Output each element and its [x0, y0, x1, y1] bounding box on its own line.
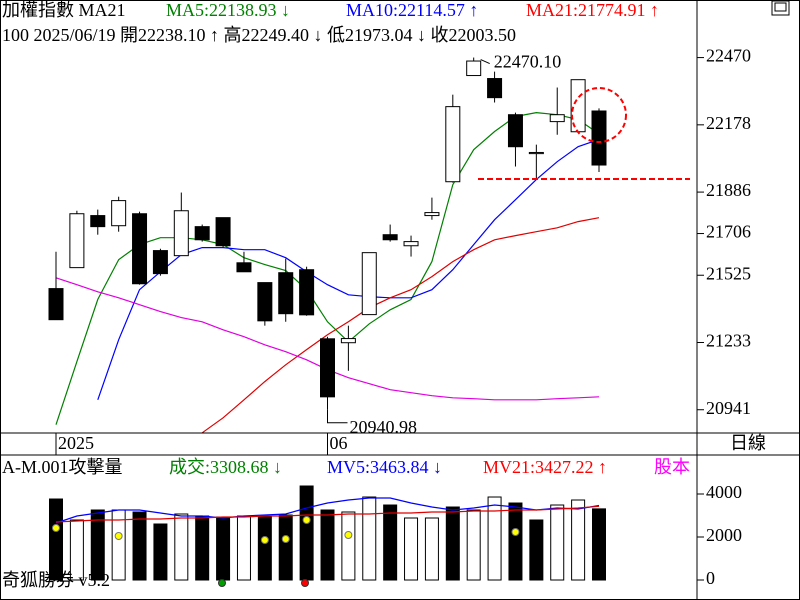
candle-body — [132, 213, 148, 285]
indicator-dot — [114, 531, 123, 540]
line — [201, 217, 600, 434]
legend-item: 加權指數 MA21 — [2, 0, 126, 20]
x-tick-label: 2025 — [58, 433, 94, 453]
volume-bar — [592, 508, 606, 581]
y-tick-label: 21525 — [706, 263, 751, 283]
annotation: 22470.10 — [494, 52, 562, 72]
y-tick-label: 22470 — [706, 46, 751, 66]
signal-dot — [301, 579, 309, 587]
volume-bar — [341, 511, 356, 581]
y-tick-label: 0 — [706, 568, 715, 588]
line — [55, 497, 600, 524]
candle-body — [424, 212, 440, 217]
volume-bar — [174, 513, 189, 581]
candle-body — [69, 213, 85, 269]
candle-body — [466, 60, 482, 77]
volume-bar — [466, 509, 481, 581]
line — [55, 505, 600, 523]
candle-body — [528, 151, 544, 155]
legend-item: MA21:21774.91 ↑ — [526, 0, 659, 20]
y-tick-label: 20941 — [706, 398, 751, 418]
y-tick-label: 4000 — [706, 482, 742, 502]
indicator-dot — [511, 527, 520, 536]
candle-body — [361, 252, 377, 316]
volume-bar — [90, 509, 105, 581]
signal-dot — [218, 579, 226, 587]
candle-body — [299, 269, 315, 316]
candle-body — [215, 217, 231, 247]
volume-bar — [571, 499, 586, 581]
volume-bar — [550, 504, 565, 581]
volume-bar — [487, 496, 502, 581]
volume-bar — [383, 504, 398, 581]
volume-bar — [424, 517, 439, 581]
subtitle: 100 2025/06/19 開22238.10 ↑ 高22249.40 ↓ 低… — [2, 25, 516, 45]
volume-bar — [320, 509, 335, 581]
period-label: 日線 — [730, 433, 766, 453]
legend-item: 股本 — [654, 457, 690, 477]
legend-item: A-M.001攻擊量 — [2, 457, 123, 477]
y-tick-label: 21886 — [706, 180, 751, 200]
volume-bar — [299, 485, 314, 581]
indicator-dot — [344, 531, 353, 540]
candle-body — [320, 338, 335, 398]
volume-bar — [529, 519, 544, 581]
indicator-dot — [302, 515, 311, 524]
footer: 奇狐勝券 v5.2 — [2, 570, 110, 590]
volume-bar — [257, 516, 272, 581]
candle-body — [257, 282, 273, 322]
volume-bar — [132, 511, 147, 581]
candle-body — [340, 338, 356, 344]
legend-item: MA5:22138.93 ↓ — [166, 0, 290, 20]
candle-body — [445, 106, 461, 183]
candle-body — [152, 250, 168, 275]
volume-bar — [236, 515, 251, 581]
volume-bar — [69, 519, 84, 581]
volume-bar — [153, 523, 168, 581]
candle-body — [173, 210, 189, 257]
highlight-circle — [571, 87, 627, 143]
window-icon-inner — [774, 2, 787, 12]
candle-body — [236, 262, 252, 273]
y-tick-label: 21233 — [706, 331, 751, 351]
y-tick-label: 21706 — [706, 222, 751, 242]
plot-layer: 22470.10 20940.98 — [48, 52, 607, 581]
y-tick-label: 2000 — [706, 525, 742, 545]
x-tick-label: 06 — [330, 433, 348, 453]
indicator-dot — [52, 523, 60, 532]
legend-item: 成交:3308.68 ↓ — [169, 457, 282, 477]
candle-body — [382, 234, 398, 241]
candle-body — [507, 114, 523, 148]
volume-bar — [508, 502, 523, 581]
legend-item: MA10:22114.57 ↑ — [346, 0, 478, 20]
legend-item: MV21:3427.22 ↑ — [483, 457, 607, 477]
y-tick-label: 22178 — [706, 113, 751, 133]
volume-bar — [362, 496, 377, 581]
candle-body — [549, 114, 565, 123]
indicator-dot — [281, 535, 290, 544]
annotation-leader — [327, 409, 348, 424]
candle-body — [111, 200, 127, 227]
volume-bar — [404, 517, 419, 581]
volume-bar — [278, 514, 293, 581]
annotation: 20940.98 — [350, 417, 418, 437]
candle-body — [90, 215, 106, 228]
candle-body — [403, 241, 419, 247]
volume-bar — [195, 515, 210, 581]
indicator-dot — [260, 536, 269, 545]
candle-body — [48, 288, 64, 321]
volume-bar — [49, 498, 63, 581]
candle-body — [487, 78, 503, 99]
volume-bar — [445, 506, 460, 581]
legend-item: MV5:3463.84 ↓ — [327, 457, 442, 477]
annotation-leader — [480, 59, 490, 65]
candle-body — [278, 272, 294, 315]
candle-body — [194, 226, 210, 241]
volume-bar — [216, 516, 231, 581]
candle-body — [591, 110, 607, 166]
